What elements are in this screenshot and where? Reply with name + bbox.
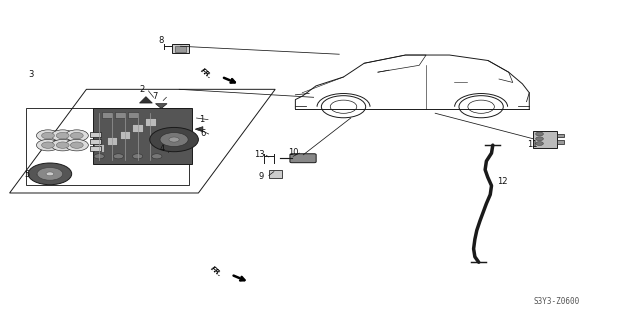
Text: 8: 8 <box>159 36 164 45</box>
Circle shape <box>150 127 198 152</box>
FancyBboxPatch shape <box>90 139 101 144</box>
FancyBboxPatch shape <box>90 146 101 151</box>
Circle shape <box>152 154 162 159</box>
Circle shape <box>132 154 143 159</box>
Polygon shape <box>156 104 167 108</box>
FancyBboxPatch shape <box>145 118 156 126</box>
FancyBboxPatch shape <box>269 170 282 178</box>
Circle shape <box>42 132 54 139</box>
Text: 7: 7 <box>152 92 157 101</box>
FancyBboxPatch shape <box>290 154 316 163</box>
Text: 11: 11 <box>527 140 538 149</box>
FancyBboxPatch shape <box>175 46 186 52</box>
FancyBboxPatch shape <box>557 140 564 144</box>
Circle shape <box>65 130 88 141</box>
Circle shape <box>536 142 543 145</box>
FancyBboxPatch shape <box>102 112 112 118</box>
Circle shape <box>37 167 63 180</box>
Polygon shape <box>140 97 152 103</box>
Circle shape <box>28 163 72 185</box>
Circle shape <box>46 172 54 176</box>
Text: S3Y3-Z0600: S3Y3-Z0600 <box>534 297 580 306</box>
Text: FR.: FR. <box>209 265 223 278</box>
Circle shape <box>70 132 83 139</box>
Text: 2: 2 <box>140 85 145 94</box>
FancyBboxPatch shape <box>533 131 557 148</box>
Circle shape <box>94 154 104 159</box>
Text: 12: 12 <box>497 177 508 186</box>
Text: 1: 1 <box>199 115 204 124</box>
FancyBboxPatch shape <box>128 112 138 118</box>
Text: 4: 4 <box>159 144 164 153</box>
Circle shape <box>70 142 83 148</box>
Polygon shape <box>195 127 203 132</box>
Circle shape <box>65 139 88 151</box>
FancyBboxPatch shape <box>115 112 125 118</box>
FancyBboxPatch shape <box>90 132 101 137</box>
FancyBboxPatch shape <box>94 144 104 152</box>
Circle shape <box>36 130 60 141</box>
Circle shape <box>42 142 54 148</box>
Circle shape <box>113 154 124 159</box>
Circle shape <box>160 133 188 147</box>
FancyBboxPatch shape <box>120 131 130 139</box>
FancyBboxPatch shape <box>557 134 564 137</box>
Circle shape <box>536 137 543 141</box>
Text: 3: 3 <box>28 70 33 79</box>
Circle shape <box>536 132 543 136</box>
Circle shape <box>51 130 74 141</box>
Circle shape <box>56 132 69 139</box>
Circle shape <box>169 137 179 142</box>
FancyBboxPatch shape <box>132 124 143 132</box>
Text: 13: 13 <box>255 150 265 159</box>
FancyBboxPatch shape <box>172 44 189 53</box>
Text: 6: 6 <box>201 129 206 138</box>
Circle shape <box>51 139 74 151</box>
Circle shape <box>56 142 69 148</box>
Text: 9: 9 <box>259 172 264 181</box>
Text: FR.: FR. <box>200 67 213 80</box>
FancyBboxPatch shape <box>93 108 192 164</box>
Circle shape <box>36 139 60 151</box>
Text: 10: 10 <box>288 148 298 157</box>
Text: 5: 5 <box>24 170 29 179</box>
FancyBboxPatch shape <box>107 137 117 145</box>
